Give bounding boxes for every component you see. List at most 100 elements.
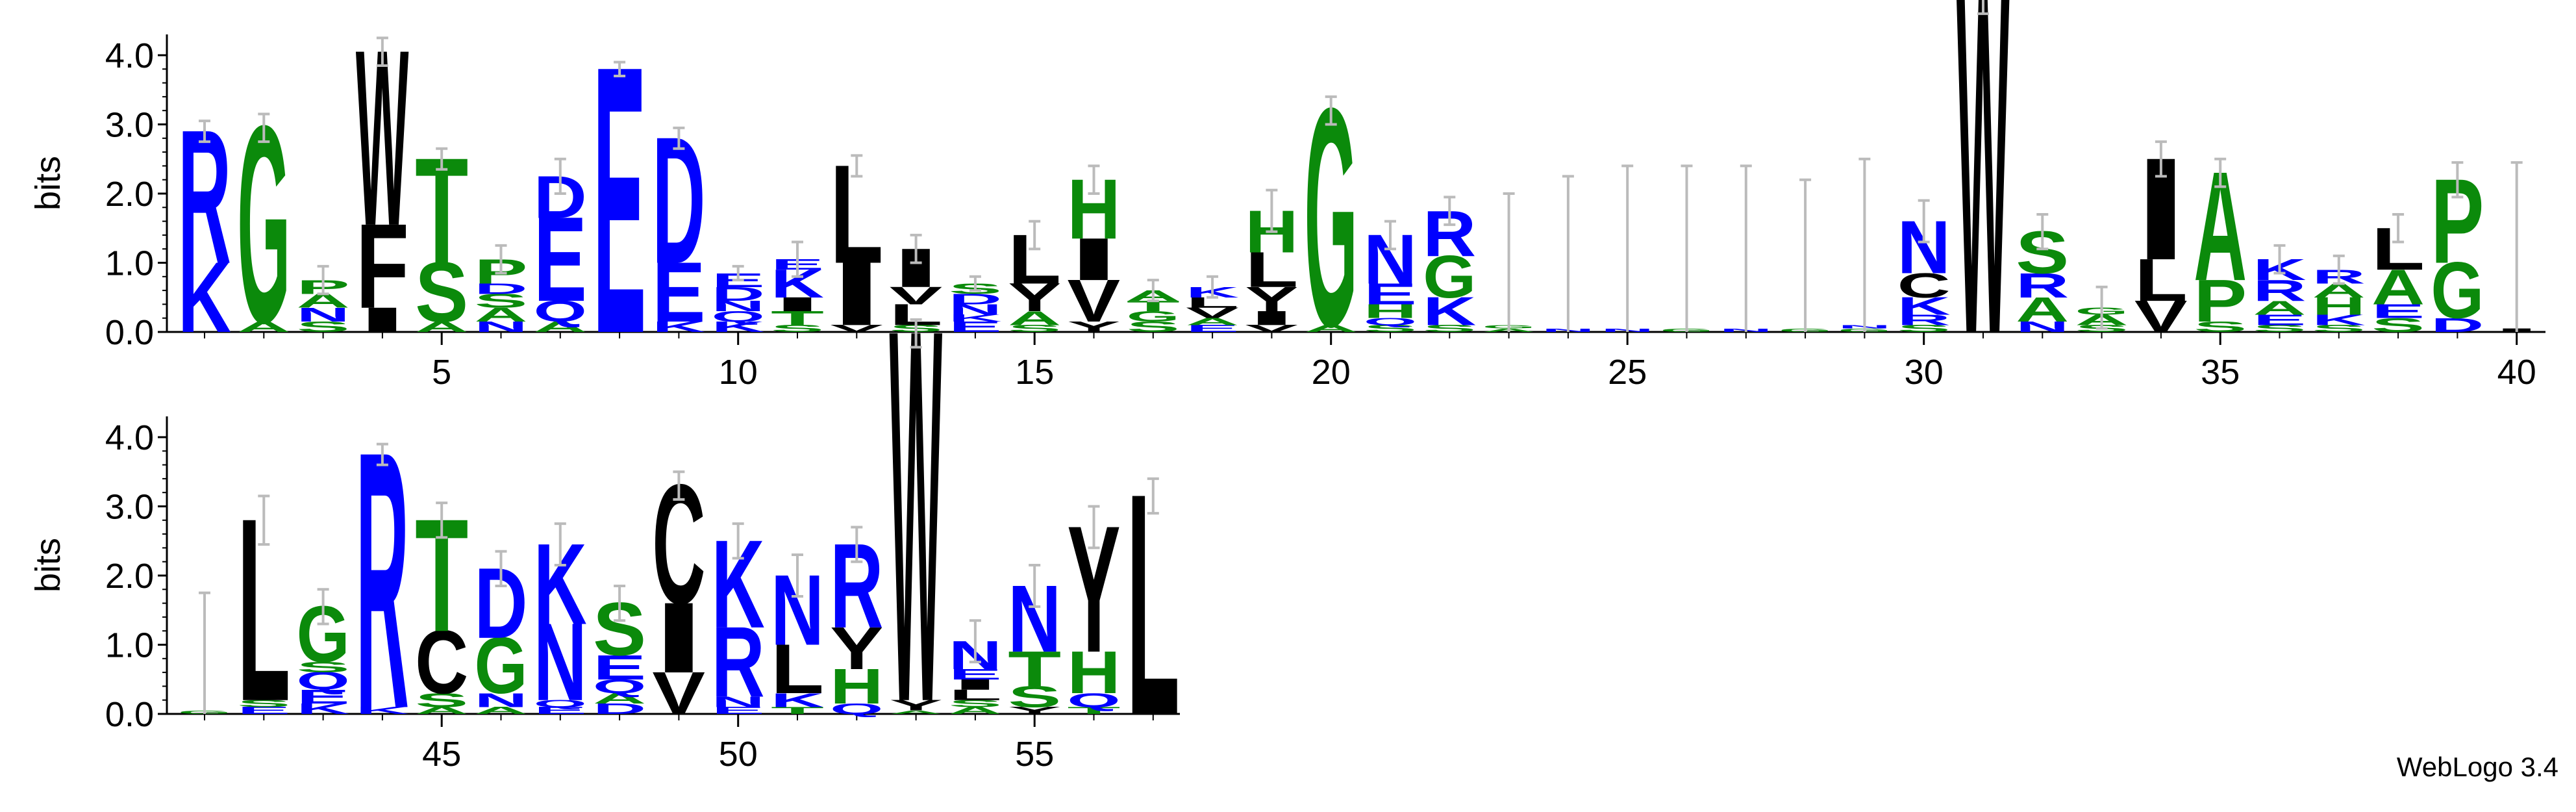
letter-group: S: [415, 244, 468, 340]
letter-group: Y: [890, 697, 943, 714]
error-bar: [851, 526, 863, 563]
letter-group: Y: [1008, 705, 1061, 716]
letter: G: [475, 621, 528, 711]
letter-group: A: [415, 705, 468, 716]
error-bar: [732, 522, 744, 560]
letter: E: [593, 648, 646, 687]
letter-group: E: [712, 705, 765, 716]
letter: S: [297, 659, 350, 676]
letter-group: A: [949, 705, 1002, 716]
letter-group: T: [771, 307, 824, 329]
letter-group: K: [297, 700, 350, 717]
error-bar: [1384, 220, 1396, 251]
letter-group: R: [2016, 265, 2069, 305]
letter: R: [1897, 312, 1951, 329]
letter-group: Q: [830, 700, 883, 717]
letter-group: V: [1245, 323, 1298, 334]
letter-group: A: [890, 709, 943, 715]
letter-group: L: [771, 629, 824, 708]
letter-group: A: [475, 303, 528, 326]
letter: S: [771, 323, 824, 334]
letter: K: [2312, 312, 2366, 329]
letter-group: V: [1068, 268, 1121, 335]
letter-group: D: [712, 283, 765, 305]
letter: Y: [1245, 280, 1298, 319]
error-bar: [495, 550, 507, 587]
x-tick-label: 45: [422, 735, 461, 774]
letter-group: A: [1305, 323, 1358, 334]
letter: Q: [593, 676, 646, 698]
letter-group: E: [534, 705, 587, 716]
letter: R: [2253, 273, 2307, 307]
letter: D: [593, 700, 646, 717]
letter-group: Y: [830, 615, 883, 682]
letter-group: N: [297, 303, 350, 326]
letter: L: [771, 629, 824, 708]
letter: E: [237, 705, 290, 716]
letter: W: [890, 218, 943, 812]
letter: Q: [1364, 316, 1417, 327]
letter-group: K: [949, 312, 1002, 324]
letter-group: K: [178, 241, 231, 353]
letter-group: S: [949, 698, 1002, 709]
y-tick-label: 3.0: [105, 488, 154, 527]
letter: Q: [712, 308, 765, 325]
letter: N: [475, 318, 528, 335]
letter-group: A: [1008, 307, 1061, 329]
letter-group: D: [949, 291, 1002, 308]
error-bar: [554, 522, 566, 567]
x-tick-label: 35: [2201, 353, 2240, 392]
letter-group: A: [475, 705, 528, 716]
letter: Y: [830, 615, 883, 682]
letter-group: G: [475, 621, 528, 711]
letter-group: S: [2312, 323, 2366, 334]
error-bar: [376, 36, 388, 67]
letter: E: [297, 685, 350, 708]
letter-group: A: [2016, 290, 2069, 329]
error-bar: [554, 157, 566, 195]
error-bar: [317, 588, 329, 626]
error-bar: [1858, 157, 1871, 332]
letter: D: [949, 291, 1002, 308]
letter-group: Y: [1068, 318, 1121, 335]
letter-group: A: [534, 318, 587, 335]
letter: Y: [1008, 275, 1061, 320]
error-bar: [1444, 196, 1456, 226]
letter-group: K: [712, 318, 765, 335]
letter-group: R: [1897, 312, 1951, 329]
letter: A: [1008, 307, 1061, 329]
letter-group: S: [2253, 323, 2307, 334]
y-axis-label: bits: [29, 156, 68, 210]
letter: N: [712, 298, 765, 314]
letter-group: S: [1008, 679, 1061, 713]
letter-group: R: [2253, 273, 2307, 307]
letter: N: [949, 301, 1002, 318]
y-tick-label: 1.0: [105, 626, 154, 665]
letter: S: [1008, 323, 1061, 334]
letter-group: E: [297, 685, 350, 708]
letter: Y: [1008, 705, 1061, 716]
letter-group: A: [593, 690, 646, 707]
letter-group: I: [1068, 225, 1121, 293]
x-tick-label: 50: [719, 735, 758, 774]
error-bar: [2451, 161, 2464, 199]
error-bar: [1681, 164, 1693, 332]
letter: K: [1423, 289, 1476, 334]
letter: N: [2016, 318, 2069, 335]
letter-group: I: [356, 300, 409, 340]
error-bar: [258, 494, 270, 546]
letter: S: [1008, 679, 1061, 713]
footer: WebLogo 3.4: [2397, 752, 2558, 782]
letter-group: S: [2194, 318, 2247, 335]
letter-group: Q: [1364, 316, 1417, 327]
letter: E: [949, 666, 1002, 683]
letter: A: [593, 690, 646, 707]
letter: N: [475, 689, 528, 711]
letter: I: [1068, 225, 1121, 293]
letter: S: [2371, 314, 2425, 336]
error-bar: [673, 470, 685, 501]
y-tick-label: 2.0: [105, 557, 154, 596]
letter-group: D: [593, 700, 646, 717]
letter: S: [2312, 323, 2366, 334]
